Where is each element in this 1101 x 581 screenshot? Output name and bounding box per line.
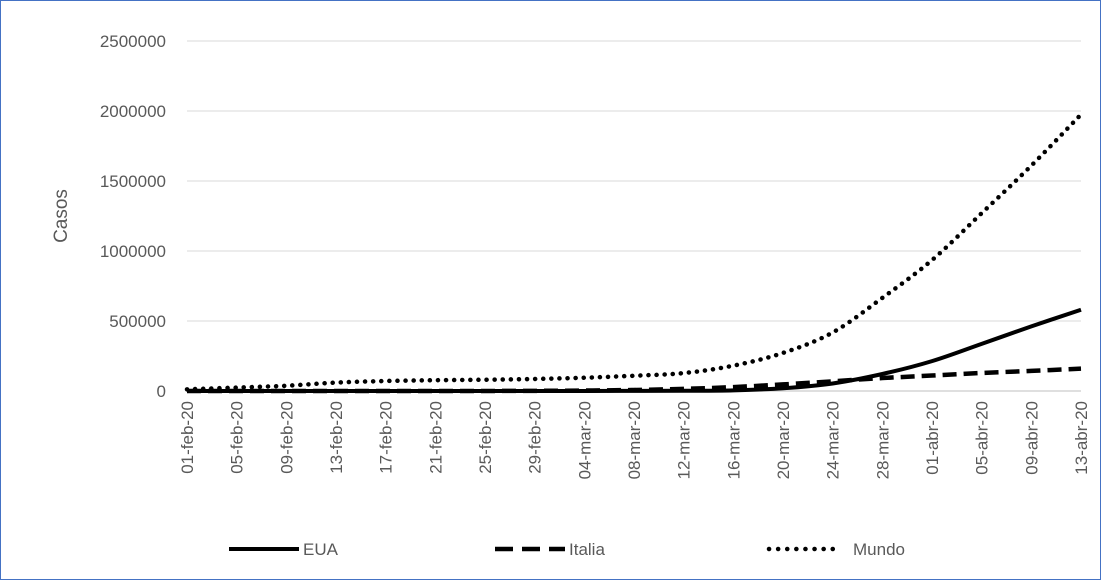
x-tick-label: 21-feb-20 — [426, 401, 445, 474]
x-tick-label: 08-mar-20 — [625, 401, 644, 479]
y-tick-label: 1500000 — [100, 172, 166, 191]
x-tick-label: 20-mar-20 — [774, 401, 793, 479]
y-tick-label: 2500000 — [100, 32, 166, 51]
series-line-mundo — [184, 112, 1084, 392]
x-tick-label: 12-mar-20 — [675, 401, 694, 479]
series-line-eua — [186, 307, 1082, 393]
x-tick-label: 17-feb-20 — [377, 401, 396, 474]
x-tick-label: 25-feb-20 — [476, 401, 495, 474]
x-tick-label: 09-feb-20 — [277, 401, 296, 474]
x-tick-label: 13-abr-20 — [1072, 401, 1091, 475]
legend: EUA Italia Mundo — [229, 540, 905, 559]
legend-label-mundo: Mundo — [853, 540, 905, 559]
x-tick-label: 16-mar-20 — [724, 401, 743, 479]
x-tick-label: 13-feb-20 — [327, 401, 346, 474]
legend-label-eua: EUA — [303, 540, 339, 559]
x-axis-ticks: 01-feb-20 05-feb-20 09-feb-20 13-feb-20 17-f… — [178, 401, 1091, 479]
y-tick-label: 500000 — [109, 312, 166, 331]
series-lines — [184, 112, 1084, 394]
x-tick-label: 01-abr-20 — [923, 401, 942, 475]
x-tick-label: 24-mar-20 — [824, 401, 843, 479]
x-tick-label: 01-feb-20 — [178, 401, 197, 474]
gridlines — [187, 40, 1081, 392]
x-tick-label: 05-abr-20 — [973, 401, 992, 475]
y-axis-ticks: 0 500000 1000000 1500000 2000000 2500000 — [100, 32, 166, 401]
x-tick-label: 04-mar-20 — [575, 401, 594, 479]
y-tick-label: 2000000 — [100, 102, 166, 121]
series-line-italia — [187, 366, 1082, 394]
x-tick-label: 09-abr-20 — [1022, 401, 1041, 475]
x-tick-label: 29-feb-20 — [526, 401, 545, 474]
y-tick-label: 0 — [157, 382, 166, 401]
y-axis-label: Casos — [51, 189, 72, 243]
y-tick-label: 1000000 — [100, 242, 166, 261]
x-tick-label: 05-feb-20 — [228, 401, 247, 474]
x-tick-label: 28-mar-20 — [873, 401, 892, 479]
legend-label-italia: Italia — [569, 540, 605, 559]
